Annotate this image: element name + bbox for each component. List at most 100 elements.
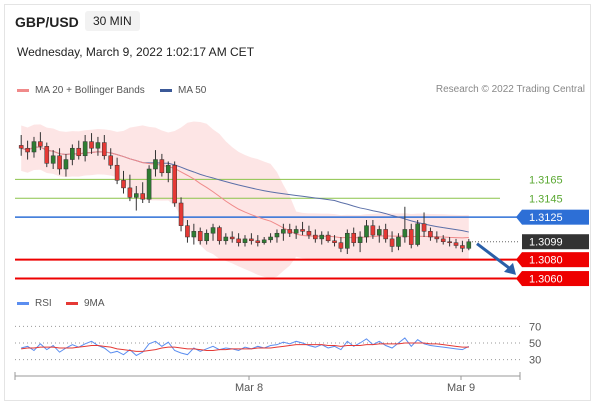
candle (389, 231, 395, 253)
candle (293, 225, 299, 239)
candle (191, 223, 197, 245)
candle-body (466, 241, 472, 249)
candle (172, 161, 177, 207)
candle (242, 235, 248, 247)
candle-body (460, 245, 465, 249)
candle (313, 229, 318, 243)
rsi-line (21, 337, 470, 357)
candle-body (50, 155, 56, 164)
candle-body (293, 229, 299, 234)
candle-body (440, 238, 446, 242)
candle-body (38, 141, 43, 147)
level-label: 1.3060 (529, 274, 563, 286)
candle (82, 135, 88, 162)
level-badge (522, 209, 589, 225)
candle-body (159, 159, 165, 174)
candle (178, 197, 184, 232)
candle-body (345, 232, 350, 249)
timeframe-badge[interactable]: 30 MIN (85, 11, 140, 31)
candle-body (325, 234, 331, 242)
candle-body (44, 146, 50, 164)
candle (306, 225, 312, 239)
rsi-tick-label: 50 (529, 338, 541, 350)
level-label: 1.3099 (529, 237, 563, 249)
candle (210, 223, 216, 241)
candle (197, 227, 203, 245)
candle-body (415, 223, 420, 245)
level-label: 1.3080 (529, 255, 563, 267)
candle (121, 170, 126, 194)
candle (434, 231, 440, 243)
candle (146, 165, 152, 203)
rsi-tick-label: 30 (529, 355, 541, 367)
candle-body (172, 164, 177, 204)
candle (415, 220, 420, 247)
ma20-swatch (17, 89, 29, 92)
rsi-swatch (17, 302, 29, 305)
candle (50, 150, 56, 169)
candle-body (421, 223, 427, 232)
candle-body (25, 147, 30, 153)
candle-body (57, 155, 62, 170)
candle-body (121, 180, 126, 189)
legend-ma50: MA 50 (160, 85, 206, 96)
candle (95, 136, 101, 156)
candle (383, 223, 388, 243)
candle (421, 212, 427, 237)
x-tick-label: Mar 8 (235, 382, 263, 394)
candle-body (383, 229, 388, 240)
chart-frame (4, 4, 591, 401)
candle-body (108, 155, 114, 166)
legend-ma20: MA 20 + Bollinger Bands (17, 85, 145, 96)
candle-body (178, 202, 184, 226)
candle (364, 220, 369, 243)
candle (89, 133, 94, 154)
bollinger-band (21, 121, 469, 279)
candle (332, 235, 337, 247)
candle (140, 182, 145, 203)
candle-body (434, 236, 440, 240)
candle-body (255, 240, 261, 243)
candle (70, 144, 75, 166)
candle (63, 153, 69, 177)
candle (255, 235, 261, 247)
forecast-arrow (476, 242, 510, 270)
candle-body (63, 159, 69, 170)
candle-body (95, 142, 101, 149)
candle (440, 235, 446, 245)
candle (460, 240, 465, 253)
candle-body (82, 141, 88, 157)
candle (338, 237, 344, 253)
candle-body (249, 238, 254, 242)
candle (261, 237, 267, 245)
candle (402, 206, 408, 243)
candle-body (408, 229, 414, 245)
candle (229, 231, 235, 243)
candle-body (197, 231, 203, 242)
candle (396, 233, 401, 251)
candle (268, 233, 273, 243)
candle (185, 220, 190, 243)
candle (127, 174, 133, 202)
candle-body (389, 238, 395, 247)
candle-body (31, 141, 37, 153)
candle-body (133, 193, 139, 198)
candle (325, 231, 331, 243)
candle-body (332, 240, 337, 243)
candle (204, 229, 209, 245)
candle (153, 150, 158, 177)
candle-body (364, 225, 369, 238)
candle (376, 225, 382, 243)
candle (236, 233, 241, 247)
candle (38, 132, 43, 151)
candle (18, 135, 24, 156)
level-label: 1.3145 (529, 193, 563, 205)
candle-body (165, 164, 171, 174)
candle (133, 186, 139, 211)
candle (408, 223, 414, 249)
level-badge-arrow (516, 271, 522, 287)
candle-body (102, 142, 107, 157)
candle (108, 148, 114, 169)
candle (345, 229, 350, 254)
candle (274, 229, 280, 243)
